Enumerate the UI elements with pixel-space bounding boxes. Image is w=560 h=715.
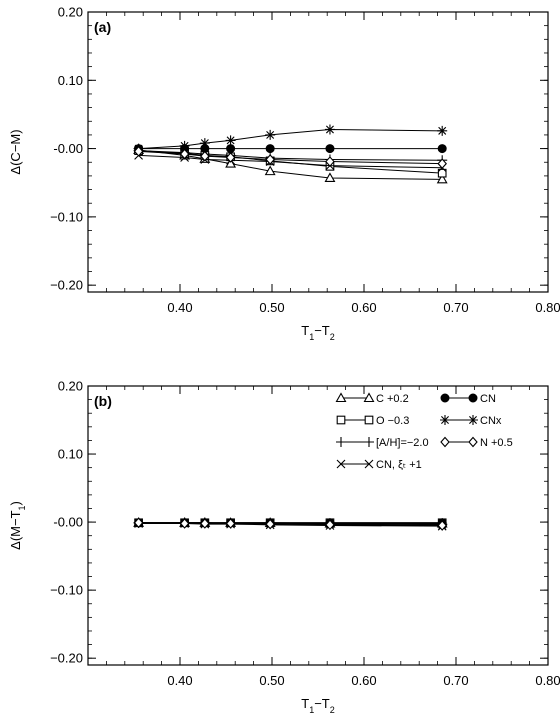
x-tick-label: 0.70 [443, 300, 468, 315]
x-tick-label: 0.60 [351, 300, 376, 315]
y-tick-label: -0.00 [53, 141, 83, 156]
data-point [325, 519, 335, 531]
data-point [179, 518, 190, 529]
legend-item: N +0.5 [440, 436, 513, 449]
data-point [265, 144, 275, 154]
data-point [436, 173, 448, 184]
data-point [225, 152, 236, 163]
legend-marker [468, 415, 478, 425]
data-point [199, 138, 210, 149]
data-point [437, 158, 447, 169]
data-point [179, 148, 190, 160]
x-tick-label: 0.70 [443, 673, 468, 688]
data-point [225, 518, 236, 529]
x-tick-label: 0.50 [259, 673, 284, 688]
x-tick-label: 0.80 [535, 300, 560, 315]
y-tick-label: 0.10 [58, 73, 83, 88]
data-point [437, 520, 447, 531]
legend-marker [440, 393, 450, 403]
legend-label: O −0.3 [376, 415, 409, 427]
plot-frame [87, 11, 549, 293]
data-point [324, 124, 335, 135]
x-tick-label: 0.40 [167, 300, 192, 315]
panel-b: 0.20 0.10 -0.00 −0.10 −0.20 0.40 0.50 0.60 0.70 0… [8, 379, 560, 715]
data-point [265, 129, 276, 140]
legend: C +0.2 O −0.3 [A/H]=−2.0 CN, ξₜ +1 CN CNx N +0… [335, 392, 513, 471]
plot-frame [87, 385, 549, 666]
legend-label: C +0.2 [376, 393, 409, 405]
y-tick-label: -0.00 [53, 515, 83, 530]
data-point [133, 145, 144, 157]
legend-item: C +0.2 [335, 392, 409, 405]
legend-item: CNx [440, 415, 502, 427]
legend-label: [A/H]=−2.0 [376, 437, 429, 449]
y-tick-label: 0.20 [58, 5, 83, 20]
legend-marker [335, 392, 347, 403]
data-point [437, 144, 447, 154]
series-n-0-5 [133, 145, 447, 169]
legend-label: CN [480, 393, 496, 405]
data-point [179, 140, 190, 151]
data-point [200, 518, 210, 529]
legend-label: CNx [480, 415, 502, 427]
series-n-0-5 [133, 517, 447, 531]
legend-label: N +0.5 [480, 437, 513, 449]
data-point [264, 165, 276, 176]
data-point [200, 150, 210, 162]
legend-marker [336, 459, 346, 469]
data-point [265, 154, 275, 165]
y-axis-title: Δ(C−M) [8, 129, 23, 174]
x-tick-label: 0.60 [351, 673, 376, 688]
data-point [265, 518, 275, 530]
panel-label: (b) [94, 393, 112, 409]
legend-item: [A/H]=−2.0 [336, 437, 429, 449]
panel-label: (a) [94, 19, 111, 35]
data-point [437, 125, 448, 136]
legend-item: CN, ξₜ +1 [336, 459, 422, 471]
y-tick-label: −0.20 [50, 651, 83, 666]
data-point [324, 172, 336, 183]
legend-marker [363, 392, 375, 403]
x-tick-label: 0.50 [259, 300, 284, 315]
y-tick-label: −0.10 [50, 209, 83, 224]
series-cnx [133, 124, 448, 154]
x-axis-title: T1−T2 [301, 323, 335, 342]
legend-item: O −0.3 [336, 415, 409, 427]
data-point [437, 168, 447, 178]
legend-marker [336, 437, 346, 447]
legend-marker [440, 436, 450, 448]
legend-item: CN [440, 393, 496, 405]
y-axis-title: Δ(M−T1) [8, 501, 27, 550]
legend-marker [364, 415, 374, 425]
y-tick-label: −0.10 [50, 583, 83, 598]
x-tick-label: 0.80 [535, 673, 560, 688]
data-point [133, 517, 144, 529]
data-point [226, 144, 236, 154]
data-point [225, 135, 236, 146]
x-tick-label: 0.40 [167, 673, 192, 688]
legend-marker [468, 393, 478, 403]
data-point [325, 144, 335, 154]
data-point [325, 156, 335, 167]
legend-marker [364, 459, 374, 469]
y-tick-label: −0.20 [50, 278, 83, 293]
x-axis-title: T1−T2 [301, 696, 335, 715]
y-tick-label: 0.20 [58, 379, 83, 394]
legend-marker [336, 415, 346, 425]
legend-marker [468, 436, 478, 448]
legend-marker [364, 437, 374, 447]
legend-marker [440, 415, 450, 425]
legend-label: CN, ξₜ +1 [376, 459, 422, 471]
y-tick-label: 0.10 [58, 447, 83, 462]
panel-a: 0.20 0.10 -0.00 −0.10 −0.20 0.40 0.50 0.60 0.70 0… [8, 5, 560, 343]
